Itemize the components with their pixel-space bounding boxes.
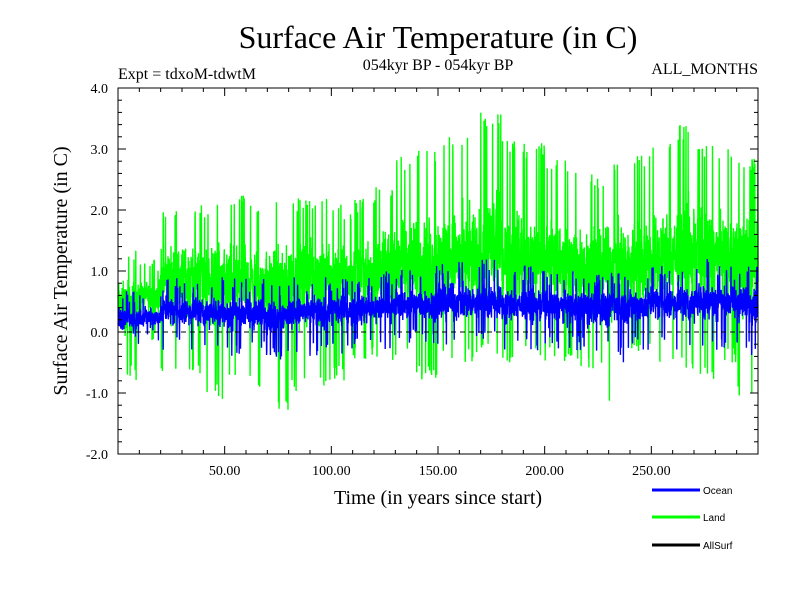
x-tick-label: 150.00 bbox=[419, 464, 458, 479]
y-axis: -2.0 -1.0 0.0 1.0 2.0 3.0 4.0 bbox=[86, 82, 758, 463]
series-line-land bbox=[117, 112, 759, 410]
x-axis: 50.00 100.00 150.00 200.00 250.00 bbox=[138, 88, 738, 479]
x-tick-label: 50.00 bbox=[209, 464, 241, 479]
x-tick-label: 100.00 bbox=[312, 464, 351, 479]
x-tick-label: 200.00 bbox=[525, 464, 564, 479]
y-axis-label: Surface Air Temperature (in C) bbox=[50, 146, 72, 395]
y-tick-label: 4.0 bbox=[91, 82, 109, 97]
y-tick-label: 1.0 bbox=[91, 265, 109, 280]
experiment-label: Expt = tdxoM-tdwtM bbox=[118, 66, 256, 83]
chart-title: Surface Air Temperature (in C) bbox=[239, 19, 638, 55]
x-tick-label: 250.00 bbox=[632, 464, 671, 479]
series-line-ocean bbox=[117, 258, 759, 363]
legend-label-land: Land bbox=[703, 513, 725, 524]
x-axis-label: Time (in years since start) bbox=[334, 487, 542, 509]
y-tick-label: 0.0 bbox=[91, 326, 109, 341]
plot-data-area bbox=[117, 112, 759, 410]
legend-label-allsurf: AllSurf bbox=[703, 541, 733, 552]
legend-label-ocean: Ocean bbox=[703, 486, 732, 497]
legend: Ocean Land AllSurf bbox=[652, 486, 733, 552]
y-tick-label: 2.0 bbox=[91, 204, 109, 219]
period-label: 054kyr BP - 054kyr BP bbox=[363, 57, 514, 74]
months-label: ALL_MONTHS bbox=[651, 61, 758, 78]
y-tick-label: -1.0 bbox=[86, 387, 108, 402]
y-tick-label: -2.0 bbox=[86, 448, 108, 463]
y-tick-label: 3.0 bbox=[91, 143, 109, 158]
